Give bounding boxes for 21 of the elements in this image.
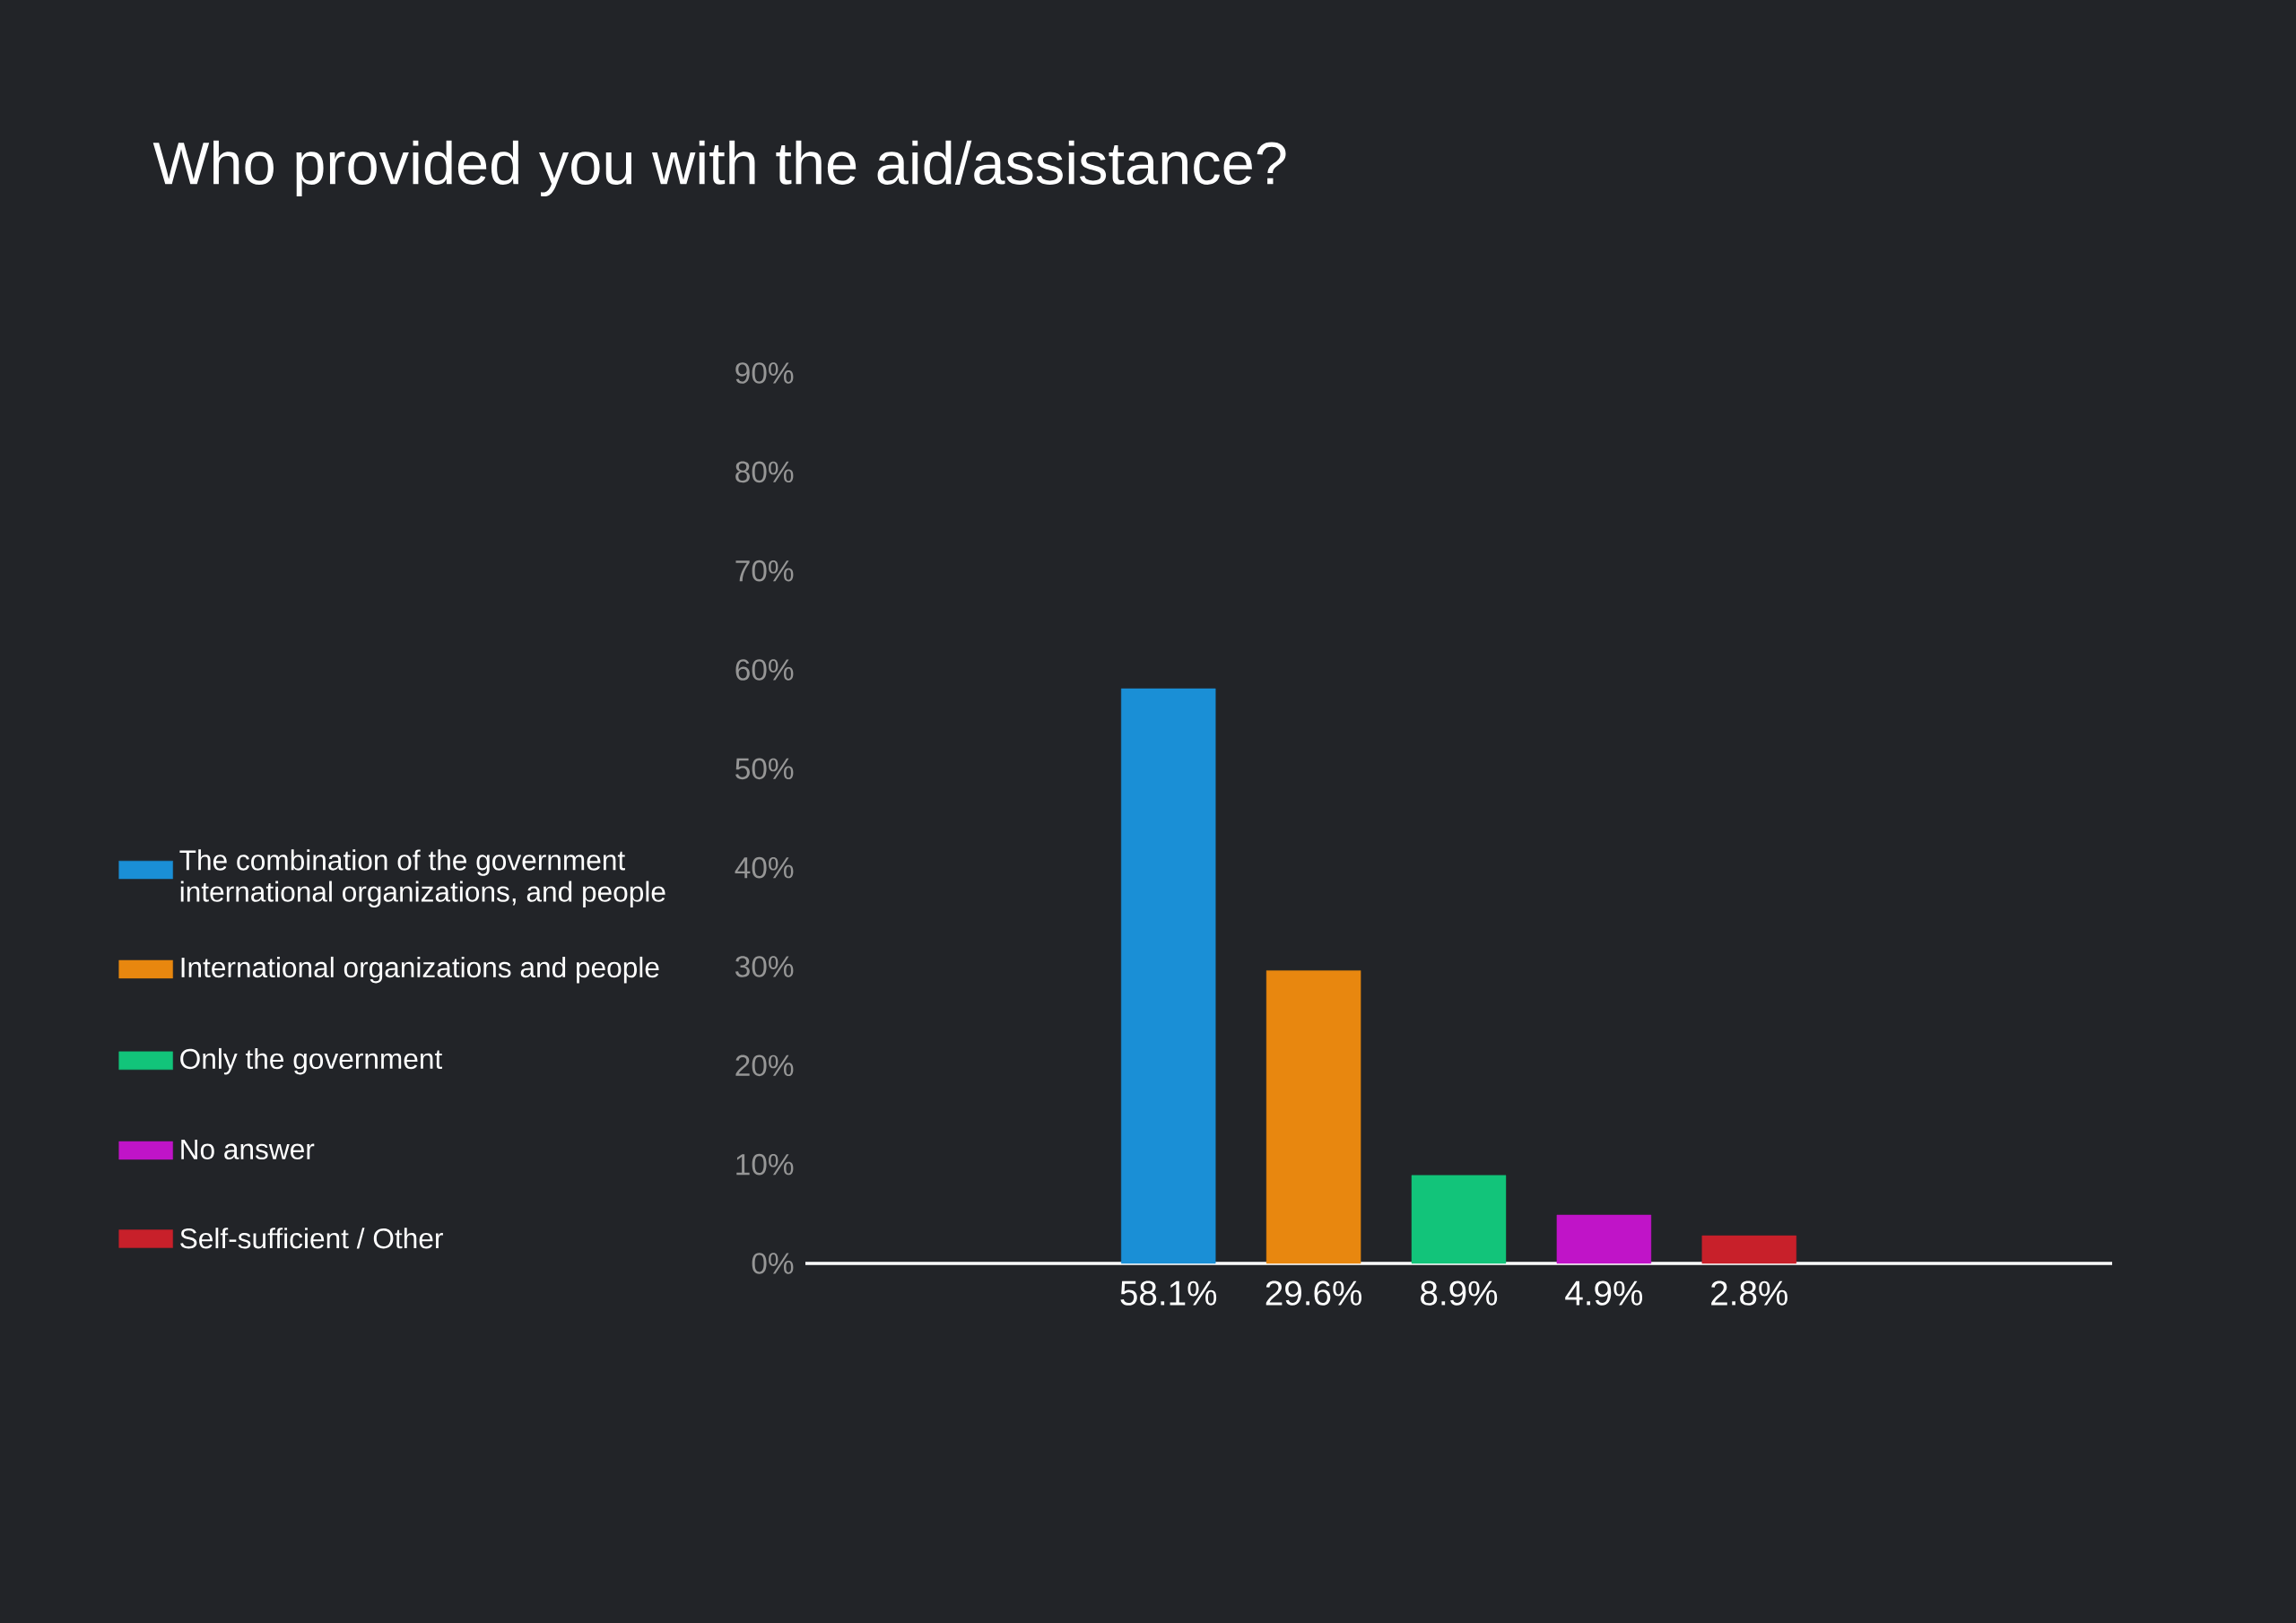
y-tick-label: 60% bbox=[735, 659, 794, 681]
y-tick-label: 0% bbox=[752, 1253, 794, 1274]
legend-label: International organizations and people bbox=[181, 956, 659, 984]
chart-title: Who provided you with the aid/assistance? bbox=[152, 140, 1286, 197]
data-label: 4.9% bbox=[1565, 1280, 1643, 1306]
data-label: 29.6% bbox=[1265, 1280, 1361, 1306]
y-tick-label: 80% bbox=[735, 461, 794, 483]
y-tick-label: 30% bbox=[735, 956, 794, 977]
legend-label: The combination of the government international organizations, and people bbox=[179, 849, 665, 907]
legend-label: Self-sufficient / Other bbox=[180, 1228, 443, 1249]
y-tick-label: 90% bbox=[735, 362, 794, 384]
legend-label: Only the government bbox=[180, 1047, 443, 1075]
legend-label: No answer bbox=[181, 1139, 315, 1159]
y-tick-label: 20% bbox=[735, 1055, 794, 1077]
y-tick-label: 40% bbox=[735, 856, 794, 879]
y-tick-label: 10% bbox=[736, 1153, 794, 1176]
y-tick-label: 70% bbox=[735, 560, 794, 582]
data-label: 2.8% bbox=[1711, 1280, 1787, 1306]
data-label: 8.9% bbox=[1421, 1280, 1498, 1306]
data-label: 58.1% bbox=[1120, 1280, 1217, 1306]
y-tick-label: 50% bbox=[735, 758, 794, 780]
